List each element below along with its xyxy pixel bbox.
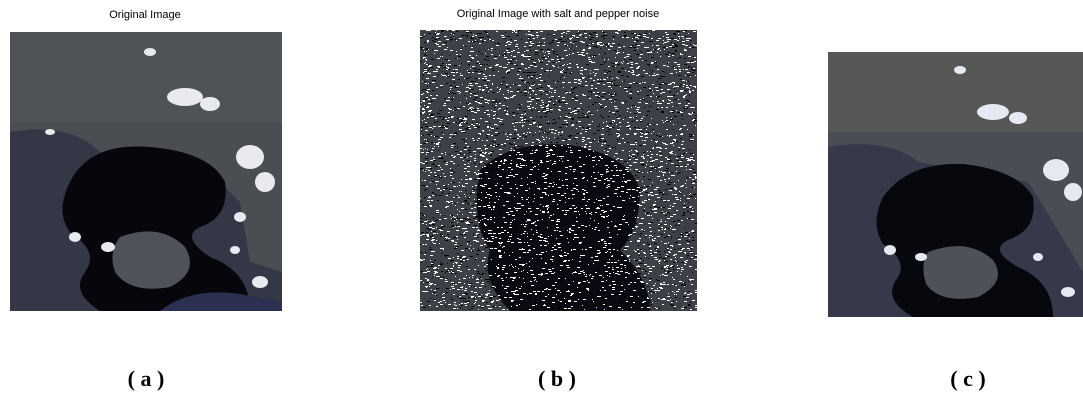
terrain: [10, 32, 282, 122]
figure-page: Original Image Original Image with salt …: [0, 0, 1083, 410]
panel-title: Original Image with salt and pepper nois…: [457, 8, 659, 20]
filtered-image: [828, 52, 1083, 317]
panel-title: Original Image: [109, 9, 181, 21]
panel-caption: ( a ): [128, 366, 165, 392]
original-image: [10, 32, 282, 311]
noisy-image: [420, 30, 697, 311]
panel-caption: ( c ): [950, 366, 985, 392]
terrain: [828, 52, 1083, 132]
panel-caption: ( b ): [538, 366, 576, 392]
